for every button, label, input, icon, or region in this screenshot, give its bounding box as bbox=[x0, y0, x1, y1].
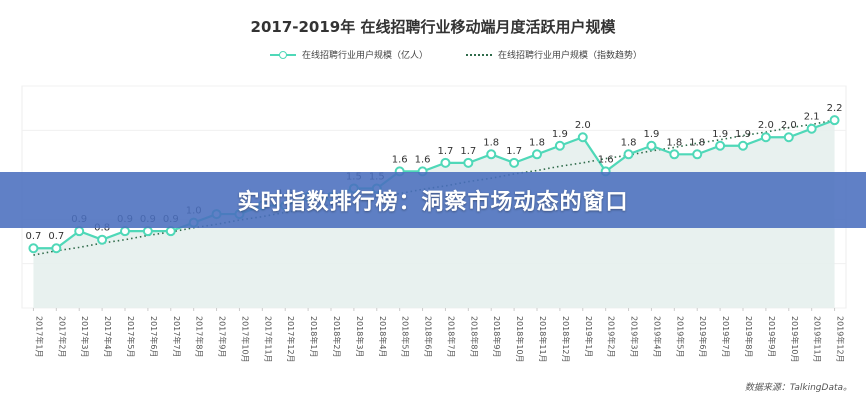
x-tick-label: 2018年9月 bbox=[492, 316, 502, 357]
data-point bbox=[463, 157, 474, 168]
x-tick-label: 2017年2月 bbox=[57, 316, 67, 357]
legend-label-trend: 在线招聘行业用户规模（指数趋势） bbox=[498, 51, 643, 61]
overlay-banner: 实时指数排行榜：洞察市场动态的窗口 bbox=[0, 172, 866, 228]
x-tick-label: 2019年9月 bbox=[767, 316, 777, 357]
x-tick-label: 2018年2月 bbox=[332, 316, 342, 357]
legend-item-trend[interactable]: 在线招聘行业用户规模（指数趋势） bbox=[466, 48, 642, 61]
x-tick-label: 2019年1月 bbox=[584, 316, 594, 357]
data-point bbox=[783, 132, 794, 143]
data-label: 1.8 bbox=[621, 137, 637, 148]
data-point bbox=[738, 140, 748, 151]
data-label: 2.0 bbox=[781, 120, 797, 131]
data-point bbox=[715, 140, 726, 151]
data-point bbox=[646, 140, 657, 151]
data-label: 0.7 bbox=[48, 231, 64, 242]
x-tick-label: 2019年7月 bbox=[721, 316, 731, 357]
x-tick-label: 2018年6月 bbox=[424, 316, 434, 357]
x-tick-label: 2019年11月 bbox=[813, 316, 823, 363]
data-label: 1.9 bbox=[643, 129, 659, 140]
data-point bbox=[120, 226, 130, 237]
x-tick-label: 2019年8月 bbox=[744, 316, 754, 357]
x-tick-label: 2017年8月 bbox=[195, 316, 205, 357]
data-point bbox=[623, 149, 634, 160]
legend-dotted-line-icon bbox=[466, 50, 493, 60]
x-tick-label: 2018年3月 bbox=[355, 316, 365, 357]
data-point bbox=[669, 149, 680, 160]
data-point bbox=[440, 157, 451, 168]
data-point bbox=[142, 226, 153, 237]
data-label: 1.9 bbox=[552, 129, 568, 140]
data-label: 0.7 bbox=[25, 231, 41, 242]
data-label: 1.9 bbox=[735, 129, 751, 140]
x-tick-label: 2019年4月 bbox=[652, 316, 662, 357]
data-point bbox=[532, 149, 542, 160]
data-point bbox=[577, 132, 588, 143]
x-tick-label: 2018年7月 bbox=[446, 316, 456, 357]
x-tick-label: 2017年3月 bbox=[80, 316, 90, 357]
banner-title: 实时指数排行榜：洞察市场动态的窗口 bbox=[237, 190, 629, 215]
data-label: 1.6 bbox=[598, 154, 614, 165]
data-point bbox=[165, 226, 176, 237]
data-source-note: 数据来源：TalkingData。 bbox=[744, 383, 852, 393]
data-point bbox=[829, 115, 840, 126]
x-tick-label: 2017年7月 bbox=[172, 316, 182, 357]
x-tick-label: 2019年12月 bbox=[836, 316, 846, 363]
x-tick-label: 2019年5月 bbox=[675, 316, 685, 357]
data-label: 1.8 bbox=[666, 137, 682, 148]
data-point bbox=[51, 243, 62, 254]
x-tick-label: 2018年8月 bbox=[469, 316, 479, 357]
data-label: 2.2 bbox=[827, 103, 843, 114]
x-tick-label: 2017年6月 bbox=[149, 316, 159, 357]
x-tick-label: 2018年12月 bbox=[561, 316, 571, 363]
data-label: 1.8 bbox=[483, 137, 499, 148]
x-tick-label: 2019年3月 bbox=[630, 316, 640, 357]
chart-title: 2017-2019年 在线招聘行业移动端月度活跃用户规模 bbox=[250, 18, 616, 36]
legend-item-users[interactable]: 在线招聘行业用户规模（亿人） bbox=[270, 48, 428, 61]
x-tick-label: 2018年11月 bbox=[538, 316, 548, 363]
x-tick-label: 2019年2月 bbox=[607, 316, 617, 357]
x-tick-label: 2017年1月 bbox=[34, 316, 44, 357]
data-label: 0.8 bbox=[94, 223, 110, 234]
data-label: 1.8 bbox=[689, 137, 705, 148]
data-label: 1.7 bbox=[437, 146, 453, 157]
data-label: 1.6 bbox=[415, 154, 431, 165]
data-point bbox=[509, 157, 520, 168]
x-tick-label: 2017年10月 bbox=[240, 316, 250, 363]
data-point bbox=[760, 132, 771, 143]
data-point bbox=[74, 226, 85, 237]
data-label: 1.7 bbox=[460, 146, 476, 157]
data-point bbox=[554, 140, 565, 151]
x-tick-label: 2017年9月 bbox=[218, 316, 228, 357]
data-point bbox=[692, 149, 703, 160]
x-tick-label: 2018年1月 bbox=[309, 316, 319, 357]
data-point bbox=[28, 243, 39, 254]
data-label: 2.0 bbox=[758, 120, 774, 131]
data-label: 1.7 bbox=[506, 146, 522, 157]
legend: 在线招聘行业用户规模（亿人） 在线招聘行业用户规模（指数趋势） bbox=[270, 48, 642, 61]
x-tick-label: 2017年12月 bbox=[286, 316, 296, 363]
data-label: 1.8 bbox=[529, 137, 545, 148]
data-label: 2.1 bbox=[804, 112, 820, 123]
x-tick-label: 2017年11月 bbox=[263, 316, 273, 363]
x-tick-label: 2017年5月 bbox=[126, 316, 136, 357]
data-point bbox=[486, 149, 497, 160]
x-tick-label: 2018年4月 bbox=[378, 316, 388, 357]
x-tick-label: 2019年6月 bbox=[698, 316, 708, 357]
data-label: 1.6 bbox=[392, 154, 408, 165]
x-tick-label: 2018年10月 bbox=[515, 316, 525, 363]
legend-line-marker-icon bbox=[270, 50, 296, 60]
legend-label-users: 在线招聘行业用户规模（亿人） bbox=[302, 51, 429, 61]
data-label: 1.9 bbox=[712, 129, 728, 140]
data-point bbox=[806, 123, 817, 134]
x-tick-label: 2019年10月 bbox=[790, 316, 800, 363]
data-label: 2.0 bbox=[575, 120, 591, 131]
data-point bbox=[97, 234, 108, 245]
x-tick-label: 2018年5月 bbox=[401, 316, 411, 357]
x-tick-label: 2017年4月 bbox=[103, 316, 113, 357]
